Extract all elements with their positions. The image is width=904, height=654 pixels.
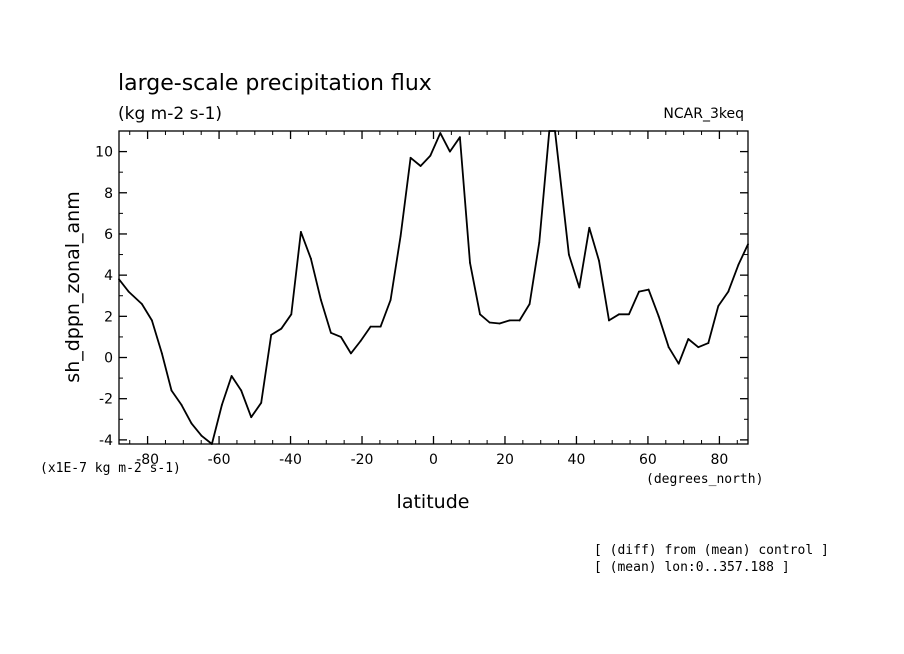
data-point <box>647 288 650 291</box>
data-point <box>727 290 730 293</box>
x-axis-label: latitude <box>397 491 470 513</box>
data-point <box>717 305 720 307</box>
footnote-diff: [ (diff) from (mean) control ] <box>594 543 829 558</box>
x-tick-label: 40 <box>568 452 586 468</box>
data-point <box>737 263 740 266</box>
x-units-label: (degrees_north) <box>646 472 763 487</box>
data-point <box>389 298 392 301</box>
data-point <box>628 313 630 316</box>
data-point <box>211 443 213 445</box>
data-point <box>160 352 163 355</box>
data-point <box>200 434 203 437</box>
data-point <box>707 342 710 344</box>
data-point <box>140 303 143 305</box>
x-tick-label: 60 <box>639 452 657 468</box>
x-axis-ticks: -80 -60 -40 -20 0 20 40 60 80 <box>129 131 738 468</box>
data-point <box>260 401 263 404</box>
data-point <box>150 319 153 322</box>
data-point <box>554 130 556 132</box>
data-point <box>190 422 193 425</box>
data-point <box>469 261 471 264</box>
y-tick-label: -2 <box>99 392 113 408</box>
data-point <box>419 165 422 167</box>
y-tick-label: 6 <box>104 227 113 243</box>
data-point <box>280 327 283 330</box>
chart-subtitle: (kg m-2 s-1) <box>118 104 222 124</box>
data-point <box>598 259 600 262</box>
model-label: NCAR_3keq <box>663 106 744 122</box>
data-point <box>270 333 273 336</box>
data-point <box>180 403 183 406</box>
data-point <box>221 403 223 406</box>
y-axis-ticks: -4 -2 0 2 4 6 8 10 <box>95 145 748 449</box>
data-point <box>399 235 402 237</box>
y-tick-label: 8 <box>104 186 113 202</box>
y-tick-label: -4 <box>99 433 113 449</box>
data-point <box>459 136 461 139</box>
x-tick-label: -60 <box>208 452 231 468</box>
data-point <box>330 331 332 334</box>
data-point <box>747 243 749 246</box>
data-point <box>638 290 640 293</box>
data-point <box>439 132 442 134</box>
chart-title: large-scale precipitation flux <box>118 71 432 96</box>
y-tick-label: 4 <box>104 268 113 284</box>
data-point <box>618 313 620 316</box>
data-point <box>127 290 130 293</box>
data-point <box>429 154 432 157</box>
data-point <box>479 313 481 316</box>
x-tick-label: 20 <box>496 452 514 468</box>
data-point <box>310 257 312 260</box>
data-point <box>687 338 690 340</box>
data-point <box>250 416 253 419</box>
x-tick-label: -40 <box>279 452 302 468</box>
footnote-mean: [ (mean) lon:0..357.188 ] <box>594 560 790 575</box>
data-point <box>170 389 173 392</box>
data-point <box>588 226 591 229</box>
data-point <box>290 313 293 316</box>
y-scale-note: (x1E-7 kg m-2 s-1) <box>40 461 181 476</box>
data-point <box>379 325 382 328</box>
data-point <box>449 150 451 153</box>
data-point <box>488 321 491 324</box>
data-point <box>568 253 570 256</box>
data-point <box>369 325 372 328</box>
data-point <box>578 286 581 289</box>
x-tick-label: 0 <box>429 452 438 468</box>
data-point <box>340 336 342 338</box>
data-point <box>677 362 680 365</box>
data-point <box>240 389 243 392</box>
data-point <box>657 315 660 318</box>
data-point <box>350 352 352 355</box>
data-point <box>300 231 302 233</box>
data-point <box>498 322 501 325</box>
data-point <box>409 156 412 159</box>
data-point <box>230 375 233 377</box>
data-point <box>608 319 610 322</box>
x-tick-label: -80 <box>136 452 159 468</box>
x-tick-label: -20 <box>351 452 374 468</box>
series-line <box>118 130 749 445</box>
data-point <box>697 346 700 349</box>
data-point <box>667 346 670 349</box>
y-tick-label: 10 <box>95 145 113 161</box>
data-point <box>359 340 362 342</box>
y-tick-label: 0 <box>104 351 113 367</box>
data-point <box>548 130 551 132</box>
data-point <box>118 278 120 281</box>
x-tick-label: 80 <box>710 452 728 468</box>
data-point <box>320 298 322 301</box>
data-point <box>538 241 541 244</box>
data-point <box>528 303 531 305</box>
plot-frame <box>118 130 749 445</box>
y-tick-label: 2 <box>104 309 113 325</box>
series-points <box>118 130 749 445</box>
y-axis-label: sh_dppn_zonal_anm <box>62 191 84 382</box>
data-point <box>518 319 521 322</box>
data-point <box>508 319 511 322</box>
